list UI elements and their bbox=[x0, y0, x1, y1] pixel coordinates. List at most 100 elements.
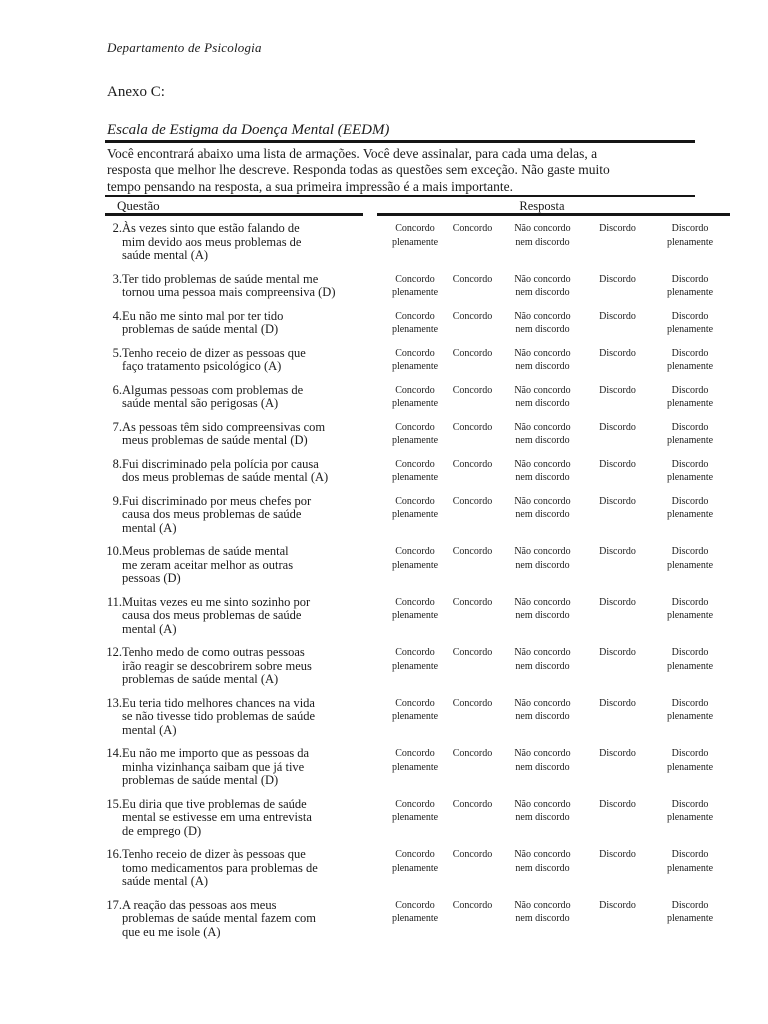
response-options: Concordo plenamente Concordo Não concordo … bbox=[360, 310, 733, 337]
question-text: Eu diria que tive problemas de saúde men… bbox=[122, 796, 312, 838]
response-option: Não concordo nem discordo bbox=[514, 748, 571, 773]
response-option: Discordo plenamente bbox=[666, 899, 714, 925]
response-option: Concordo bbox=[452, 273, 493, 285]
question-cell: 8. Fui discriminado pela polícia por cau… bbox=[105, 456, 360, 485]
response-option: Concordo bbox=[452, 748, 493, 759]
question-number: 11. bbox=[106, 594, 122, 609]
question-text: A reação das pessoas aos meus problemas … bbox=[122, 897, 317, 939]
response-options: Concordo plenamente Concordo Não concordo … bbox=[360, 421, 733, 448]
header-rule-left bbox=[105, 213, 363, 216]
response-option: Concordo plenamente bbox=[391, 546, 439, 571]
response-option: Discordo plenamente bbox=[666, 223, 714, 248]
question-number: 8. bbox=[112, 456, 122, 471]
department-label: Departamento de Psicologia bbox=[107, 40, 262, 55]
response-option: Não concordo nem discordo bbox=[514, 273, 571, 299]
question-cell: 16. Tenho receio de dizer às pessoas que… bbox=[105, 847, 360, 889]
response-options: Concordo plenamente Concordo Não concordo … bbox=[360, 545, 733, 572]
response-option: Concordo plenamente bbox=[391, 798, 439, 824]
response-option: Discordo plenamente bbox=[666, 596, 714, 622]
response-option: Discordo plenamente bbox=[666, 798, 714, 824]
response-option: Concordo plenamente bbox=[391, 223, 439, 248]
question-cell: 10. Meus problemas de saúde mental me ze… bbox=[105, 544, 360, 586]
question-row: 14. Eu não me importo que as pessoas da … bbox=[105, 746, 733, 788]
response-option: Discordo bbox=[599, 647, 636, 658]
response-option: Concordo plenamente bbox=[391, 849, 439, 874]
question-cell: 7. As pessoas têm sido compreensivas com… bbox=[105, 420, 360, 448]
question-number: 12. bbox=[106, 645, 122, 659]
response-options: Concordo plenamente Concordo Não concordo … bbox=[360, 899, 733, 926]
response-option: Não concordo nem discordo bbox=[514, 899, 571, 925]
question-row: 2. Às vezes sinto que estão falando de m… bbox=[105, 221, 733, 263]
response-option: Não concordo nem discordo bbox=[514, 798, 571, 824]
question-text: Eu não me sinto mal por ter tido problem… bbox=[122, 308, 284, 336]
response-option: Não concordo nem discordo bbox=[514, 849, 571, 874]
response-options: Concordo plenamente Concordo Não concordo … bbox=[360, 596, 733, 623]
question-row: 7. As pessoas têm sido compreensivas com… bbox=[105, 420, 733, 448]
question-number: 4. bbox=[112, 308, 122, 323]
question-row: 10. Meus problemas de saúde mental me ze… bbox=[105, 544, 733, 586]
response-option: Discordo bbox=[599, 458, 636, 470]
question-cell: 17. A reação das pessoas aos meus proble… bbox=[105, 897, 360, 940]
response-option: Discordo plenamente bbox=[666, 849, 714, 874]
question-row: 4. Eu não me sinto mal por ter tido prob… bbox=[105, 308, 733, 337]
question-cell: 5. Tenho receio de dizer as pessoas que … bbox=[105, 345, 360, 374]
question-text: Tenho medo de como outras pessoas irão r… bbox=[122, 645, 312, 686]
question-number: 15. bbox=[106, 796, 122, 811]
question-number: 9. bbox=[112, 493, 122, 508]
question-row: 6. Algumas pessoas com problemas de saúd… bbox=[105, 382, 733, 411]
instructions-text: Você encontrará abaixo uma lista de arma… bbox=[107, 146, 610, 194]
response-options: Concordo plenamente Concordo Não concordo … bbox=[360, 273, 733, 300]
question-cell: 13. Eu teria tido melhores chances na vi… bbox=[105, 696, 360, 738]
response-option: Concordo bbox=[452, 546, 493, 557]
response-option: Não concordo nem discordo bbox=[514, 347, 571, 373]
response-option: Discordo plenamente bbox=[666, 458, 714, 484]
question-cell: 12. Tenho medo de como outras pessoas ir… bbox=[105, 645, 360, 687]
response-column-header: Resposta bbox=[519, 199, 565, 213]
response-option: Discordo plenamente bbox=[666, 310, 714, 336]
response-options: Concordo plenamente Concordo Não concordo … bbox=[360, 646, 733, 673]
response-option: Não concordo nem discordo bbox=[514, 458, 571, 484]
questions-table: 2. Às vezes sinto que estão falando de m… bbox=[105, 221, 733, 940]
response-options: Concordo plenamente Concordo Não concordo … bbox=[360, 495, 733, 522]
question-row: 16. Tenho receio de dizer às pessoas que… bbox=[105, 847, 733, 889]
response-option: Concordo plenamente bbox=[391, 697, 439, 723]
response-option: Discordo plenamente bbox=[666, 384, 714, 410]
response-option: Concordo plenamente bbox=[391, 421, 439, 447]
response-option: Concordo plenamente bbox=[391, 310, 439, 336]
question-column-header: Questão bbox=[117, 198, 160, 213]
response-options: Concordo plenamente Concordo Não concordo … bbox=[360, 458, 733, 485]
question-number: 10. bbox=[106, 544, 122, 558]
question-text: Muitas vezes eu me sinto sozinho por cau… bbox=[122, 594, 311, 636]
response-option: Concordo plenamente bbox=[391, 273, 439, 299]
response-option: Não concordo nem discordo bbox=[514, 223, 571, 248]
response-option: Concordo plenamente bbox=[391, 384, 439, 410]
question-cell: 11. Muitas vezes eu me sinto sozinho por… bbox=[105, 594, 360, 637]
response-option: Discordo bbox=[599, 748, 636, 759]
question-row: 8. Fui discriminado pela polícia por cau… bbox=[105, 456, 733, 485]
response-options: Concordo plenamente Concordo Não concordo … bbox=[360, 848, 733, 875]
annex-label: Anexo C: bbox=[107, 84, 165, 100]
question-text: Fui discriminado pela polícia por causa … bbox=[122, 456, 329, 484]
response-option: Discordo plenamente bbox=[666, 421, 714, 447]
question-row: 17. A reação das pessoas aos meus proble… bbox=[105, 897, 733, 940]
response-option: Não concordo nem discordo bbox=[514, 384, 571, 410]
question-row: 15. Eu diria que tive problemas de saúde… bbox=[105, 796, 733, 839]
response-option: Não concordo nem discordo bbox=[514, 495, 571, 521]
question-number: 6. bbox=[112, 382, 122, 397]
response-option: Concordo bbox=[452, 899, 493, 911]
response-option: Discordo plenamente bbox=[666, 697, 714, 723]
response-option: Discordo bbox=[599, 347, 636, 359]
question-number: 2. bbox=[112, 221, 122, 235]
question-number: 14. bbox=[106, 746, 122, 760]
response-options: Concordo plenamente Concordo Não concordo … bbox=[360, 384, 733, 411]
response-option: Concordo bbox=[452, 421, 493, 433]
response-option: Não concordo nem discordo bbox=[514, 310, 571, 336]
response-option: Concordo bbox=[452, 798, 493, 810]
response-option: Concordo plenamente bbox=[391, 596, 439, 622]
response-option: Não concordo nem discordo bbox=[514, 647, 571, 672]
response-options: Concordo plenamente Concordo Não concordo … bbox=[360, 747, 733, 774]
question-cell: 9. Fui discriminado por meus chefes por … bbox=[105, 493, 360, 536]
response-option: Discordo plenamente bbox=[666, 546, 714, 571]
question-number: 3. bbox=[112, 271, 122, 286]
question-text: Tenho receio de dizer as pessoas que faç… bbox=[122, 345, 306, 373]
